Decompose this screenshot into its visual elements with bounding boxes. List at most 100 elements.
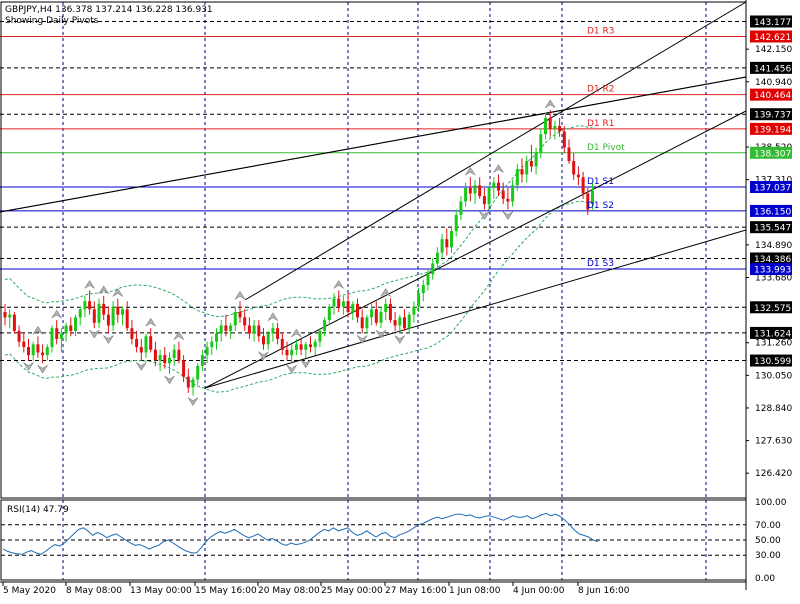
candle-body — [172, 349, 176, 358]
time-label: 25 May 00:00 — [321, 586, 383, 596]
candle-body — [544, 117, 547, 135]
rsi-panel: 100.00 70.00 50.00 30.00 0.00 — [0, 498, 787, 584]
time-label: 8 May 08:00 — [66, 586, 122, 596]
candle-body — [106, 314, 110, 326]
rsi-tick-label: 30.00 — [755, 551, 781, 561]
candle-body — [539, 134, 543, 153]
candle-body — [144, 336, 148, 353]
candle-body — [135, 338, 139, 348]
price-badge-text: 131.624 — [754, 329, 791, 339]
rsi-label: RSI(14) 47.79 — [7, 505, 69, 515]
candle-body — [454, 214, 458, 232]
chart-frame — [0, 0, 747, 590]
price-badge — [750, 146, 792, 159]
pivot-label: D1 S2 — [587, 201, 614, 211]
fractal-down-marker — [479, 211, 490, 221]
candle-body — [247, 325, 251, 334]
candle-body — [69, 325, 73, 331]
candle-body — [515, 169, 519, 186]
fractal-down-marker — [286, 365, 297, 374]
fractal-up-marker — [234, 290, 246, 300]
candle-body — [285, 349, 289, 356]
candle-body — [327, 306, 331, 321]
candle-body — [196, 365, 200, 380]
rsi-tick-label: 70.00 — [755, 521, 781, 531]
fractal-down-marker — [89, 329, 100, 339]
fractal-up-marker — [333, 279, 344, 289]
candle-body — [356, 303, 359, 318]
price-badge-text: 134.386 — [754, 255, 791, 265]
price-badge-text: 142.621 — [754, 33, 791, 43]
price-badge — [750, 122, 792, 135]
candle-body — [83, 301, 87, 310]
fractal-up-marker — [112, 288, 124, 297]
pivot-label: D1 S1 — [587, 177, 614, 187]
candle-body — [280, 338, 284, 350]
candle-body — [421, 285, 425, 294]
candle-body — [562, 131, 566, 148]
candle-body — [186, 376, 190, 388]
fractal-markers — [23, 99, 556, 407]
trendline — [244, 1, 747, 301]
price-badge — [750, 263, 792, 276]
candle-body — [191, 379, 195, 388]
candle-body — [506, 198, 510, 202]
candle-body — [215, 333, 218, 342]
candle-body — [17, 330, 21, 342]
candle-body — [445, 239, 449, 248]
candle-body — [102, 303, 106, 315]
candle-body — [233, 312, 237, 326]
candle-body — [581, 177, 585, 194]
candle-body — [464, 188, 468, 202]
time-label: 1 Jun 08:00 — [449, 586, 501, 596]
fractal-up-marker — [465, 166, 476, 176]
price-badge — [750, 61, 792, 74]
fractal-down-marker — [136, 362, 147, 371]
candle-body — [511, 185, 515, 202]
candle-body — [417, 293, 421, 307]
fractal-down-marker — [164, 375, 175, 385]
candle-body — [370, 309, 374, 318]
candle-body — [50, 328, 54, 348]
trendlines — [0, 1, 747, 389]
candle-body — [388, 303, 392, 321]
fractal-down-marker — [356, 335, 368, 345]
time-label: 8 Jun 16:00 — [578, 586, 630, 596]
candle-body — [318, 330, 322, 342]
candle-body — [360, 317, 364, 329]
candle-body — [219, 325, 223, 334]
fractal-down-marker — [394, 335, 406, 345]
candle-body — [31, 344, 35, 356]
time-label: 5 May 2020 — [3, 586, 56, 596]
candle-body — [341, 301, 345, 307]
candle-body — [529, 161, 533, 167]
candle-body — [346, 301, 350, 312]
time-label: 4 Jun 00:00 — [513, 586, 565, 596]
candle-body — [435, 252, 439, 264]
price-scale-label: 128.840 — [755, 404, 792, 414]
level-lines — [0, 20, 746, 362]
candle-body — [224, 325, 228, 331]
candle-body — [572, 161, 576, 175]
candle-body — [365, 317, 369, 329]
price-badge-text: 137.037 — [754, 184, 791, 194]
candle-body — [525, 161, 529, 175]
price-badge-text: 133.993 — [754, 266, 791, 276]
candle-body — [12, 314, 16, 331]
candle-body — [473, 185, 477, 194]
rsi-tick-label: 100.00 — [755, 498, 787, 508]
fractal-down-marker — [300, 359, 312, 369]
candle-body — [36, 344, 40, 353]
candle-body — [130, 328, 134, 339]
candle-body — [332, 298, 336, 307]
time-label: 15 May 16:00 — [195, 586, 257, 596]
price-badge-text: 143.177 — [754, 18, 791, 28]
fractal-up-marker — [291, 328, 302, 338]
time-axis: 5 May 2020 8 May 08:00 13 May 00:00 15 May … — [0, 581, 746, 596]
candle-body — [309, 344, 312, 348]
candle-body — [558, 126, 562, 132]
pivot-label: D1 R3 — [587, 26, 615, 36]
candle-body — [407, 314, 411, 329]
